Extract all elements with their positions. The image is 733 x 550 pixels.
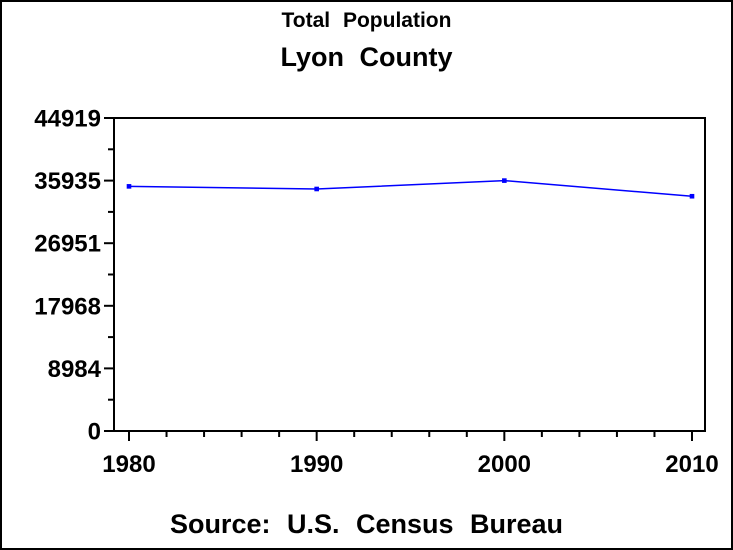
y-tick-label: 44919 [34,106,101,133]
y-tick-label: 8984 [48,356,102,383]
y-tick-label: 17968 [34,293,101,320]
plot-frame [113,117,706,432]
chart-title: Total Population [281,9,452,32]
y-tick-label: 26951 [34,231,101,258]
data-point-marker-1980 [126,184,132,189]
chart-subtitle: Lyon County [280,42,453,72]
x-tick-label: 1980 [102,451,155,478]
x-tick-label: 2000 [478,451,531,478]
x-tick-label: 2010 [665,451,718,478]
y-tick-label: 0 [88,419,101,446]
y-tick-label: 35935 [34,168,101,195]
data-point-marker-1990 [314,186,319,192]
data-point-marker-2000 [502,178,507,183]
source-note: Source: U.S. Census Bureau [169,509,564,539]
x-tick-label: 1990 [290,451,343,478]
data-point-marker-2010 [689,193,695,199]
data-line [128,179,693,197]
